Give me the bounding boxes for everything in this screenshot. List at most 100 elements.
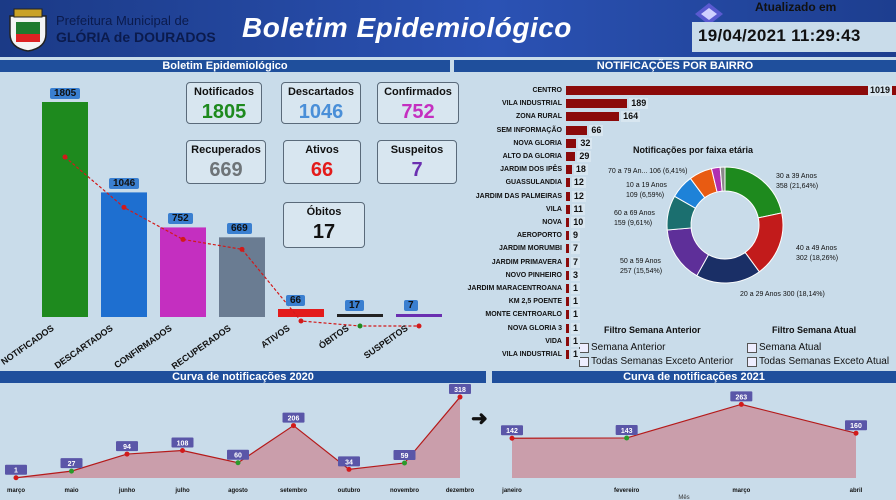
bairro-value: 1 bbox=[571, 283, 581, 294]
bairro-bar bbox=[566, 99, 628, 109]
bairro-value: 3 bbox=[571, 269, 581, 281]
prefecture-line1: Prefeitura Municipal de bbox=[56, 13, 189, 28]
bairro-name: SEM INFORMAÇÃO bbox=[496, 126, 562, 134]
donut-title: Notificações por faixa etária bbox=[632, 145, 754, 155]
header-bar: Prefeitura Municipal de GLÓRIA de DOURAD… bbox=[0, 0, 896, 57]
bairro-value: 7 bbox=[571, 243, 581, 255]
bairro-bar bbox=[566, 257, 569, 267]
bairro-name: JARDIM DOS IPÊS bbox=[500, 166, 562, 174]
bairro-bar bbox=[566, 112, 620, 122]
bairro-bar bbox=[566, 350, 569, 359]
bairro-name: MONTE CENTROARLO bbox=[485, 311, 562, 319]
bairro-value: 1019 bbox=[868, 85, 893, 96]
bairro-bar bbox=[566, 218, 570, 227]
curve-value-label: 108 bbox=[177, 441, 189, 448]
bar-value-label: 66 bbox=[286, 295, 306, 306]
curve-value-label: 94 bbox=[123, 444, 131, 451]
trend-point bbox=[416, 323, 422, 329]
bar-suspeitos bbox=[396, 314, 442, 317]
curve-value-label: 318 bbox=[454, 387, 466, 394]
bairro-bar bbox=[566, 270, 569, 280]
bairro-bar bbox=[566, 138, 577, 148]
bairro-name: VILA INDUSTRIAL bbox=[501, 351, 562, 358]
powerbi-logo-icon bbox=[695, 3, 723, 25]
trend-point bbox=[239, 246, 245, 252]
bairro-bar bbox=[566, 152, 576, 161]
donut-label-6069: 60 a 69 Anos 159 (9,61%) bbox=[614, 210, 655, 227]
filter-prev-option-2[interactable]: Todas Semanas Exceto Anterior bbox=[579, 356, 733, 367]
card-notificados-value: 1805 bbox=[201, 101, 247, 123]
card-descartados-value: 1046 bbox=[298, 101, 344, 123]
bairro-name: JARDIM DAS PALMEIRAS bbox=[475, 192, 562, 200]
curve-value-label: 59 bbox=[401, 453, 409, 460]
age-donut-chart bbox=[666, 166, 784, 284]
filter-prev-title: Filtro Semana Anterior bbox=[604, 325, 701, 335]
curve-month-label: dezembro bbox=[446, 488, 475, 494]
filter-cur-title: Filtro Semana Atual bbox=[772, 325, 857, 335]
curve-label-bg bbox=[501, 425, 523, 436]
curve-point bbox=[853, 430, 859, 436]
bairro-bar bbox=[566, 125, 588, 135]
bairro-value: 11 bbox=[571, 203, 586, 215]
bar-descartados bbox=[101, 192, 147, 317]
bairro-value: 1 bbox=[571, 309, 581, 321]
filter-prev-option-1[interactable]: Semana Anterior bbox=[579, 342, 666, 353]
curve-value-label: 143 bbox=[621, 428, 633, 435]
curve-point bbox=[180, 448, 185, 454]
card-confirmados-title: Confirmados bbox=[384, 86, 452, 98]
bar-óbitos bbox=[337, 314, 383, 317]
curve-month-label: março bbox=[732, 488, 750, 494]
filter-cur-option-2[interactable]: Todas Semanas Exceto Atual bbox=[747, 356, 889, 367]
curve-value-label: 160 bbox=[850, 423, 862, 430]
card-ativos: Ativos 66 bbox=[283, 140, 361, 184]
bar-value-label: 17 bbox=[345, 300, 365, 311]
card-confirmados: Confirmados 752 bbox=[377, 82, 459, 124]
curve-label-bg bbox=[171, 437, 194, 448]
curve-month-label: outubro bbox=[338, 488, 361, 494]
curve2020-title: Curva de notificações 2020 bbox=[0, 371, 486, 383]
bar-ativos bbox=[278, 309, 324, 317]
status-bar-chart bbox=[42, 102, 442, 329]
curve-point bbox=[291, 423, 296, 429]
bairro-bar bbox=[566, 178, 570, 188]
bairro-value: 1 bbox=[571, 335, 581, 347]
curve-month-label: julho bbox=[174, 488, 190, 494]
curve-point bbox=[624, 435, 630, 441]
card-suspeitos: Suspeitos 7 bbox=[377, 140, 457, 184]
curve-month-label: janeiro bbox=[501, 488, 522, 494]
curve-month-label: agosto bbox=[228, 488, 248, 494]
prefecture-line2: GLÓRIA de DOURADOS bbox=[56, 29, 216, 45]
curve-value-label: 263 bbox=[735, 394, 747, 401]
curve-value-label: 34 bbox=[345, 459, 353, 466]
curve-point bbox=[346, 466, 352, 472]
donut-label-4049: 40 a 49 Anos 302 (18,26%) bbox=[796, 245, 839, 262]
curve-area bbox=[512, 404, 856, 478]
card-obitos-value: 17 bbox=[312, 221, 336, 243]
curve2020-chart: 1 março 27 maio 94 junho 108 julho 60 agosto 206 se… bbox=[5, 384, 475, 494]
curve-value-label: 27 bbox=[68, 461, 76, 468]
bairro-name: NOVA GLORIA 3 bbox=[507, 324, 562, 332]
bairro-bar bbox=[566, 204, 570, 214]
trend-point bbox=[121, 204, 127, 210]
bar-value-label: 1046 bbox=[109, 178, 140, 190]
left-section-title: Boletim Epidemiológico bbox=[0, 60, 450, 72]
bairro-name: VILA INDUSTRIAL bbox=[501, 100, 562, 108]
bairro-value: 164 bbox=[621, 111, 641, 123]
bairro-name: GUASSULANDIA bbox=[505, 179, 562, 187]
bar-value-label: 1805 bbox=[50, 88, 81, 99]
bairro-value: 29 bbox=[577, 151, 592, 162]
card-ativos-value: 66 bbox=[310, 159, 334, 181]
curve-area bbox=[16, 397, 460, 478]
bairro-value: 1 bbox=[571, 296, 581, 308]
donut-label-7079: 70 a 79 An... 106 (6,41%) bbox=[608, 168, 688, 175]
curve-point bbox=[69, 468, 74, 474]
bairro-name: JARDIM PRIMAVERA bbox=[491, 258, 562, 266]
bairro-name: NOVA bbox=[542, 219, 562, 226]
filter-cur-option-1[interactable]: Semana Atual bbox=[747, 342, 821, 353]
curve-point bbox=[509, 435, 515, 441]
bairro-value: 12 bbox=[571, 177, 586, 189]
curve-label-bg bbox=[845, 420, 867, 431]
bairro-name: VIDA bbox=[545, 337, 562, 345]
curve-label-bg bbox=[60, 458, 83, 469]
bairro-value: 10 bbox=[571, 217, 586, 228]
